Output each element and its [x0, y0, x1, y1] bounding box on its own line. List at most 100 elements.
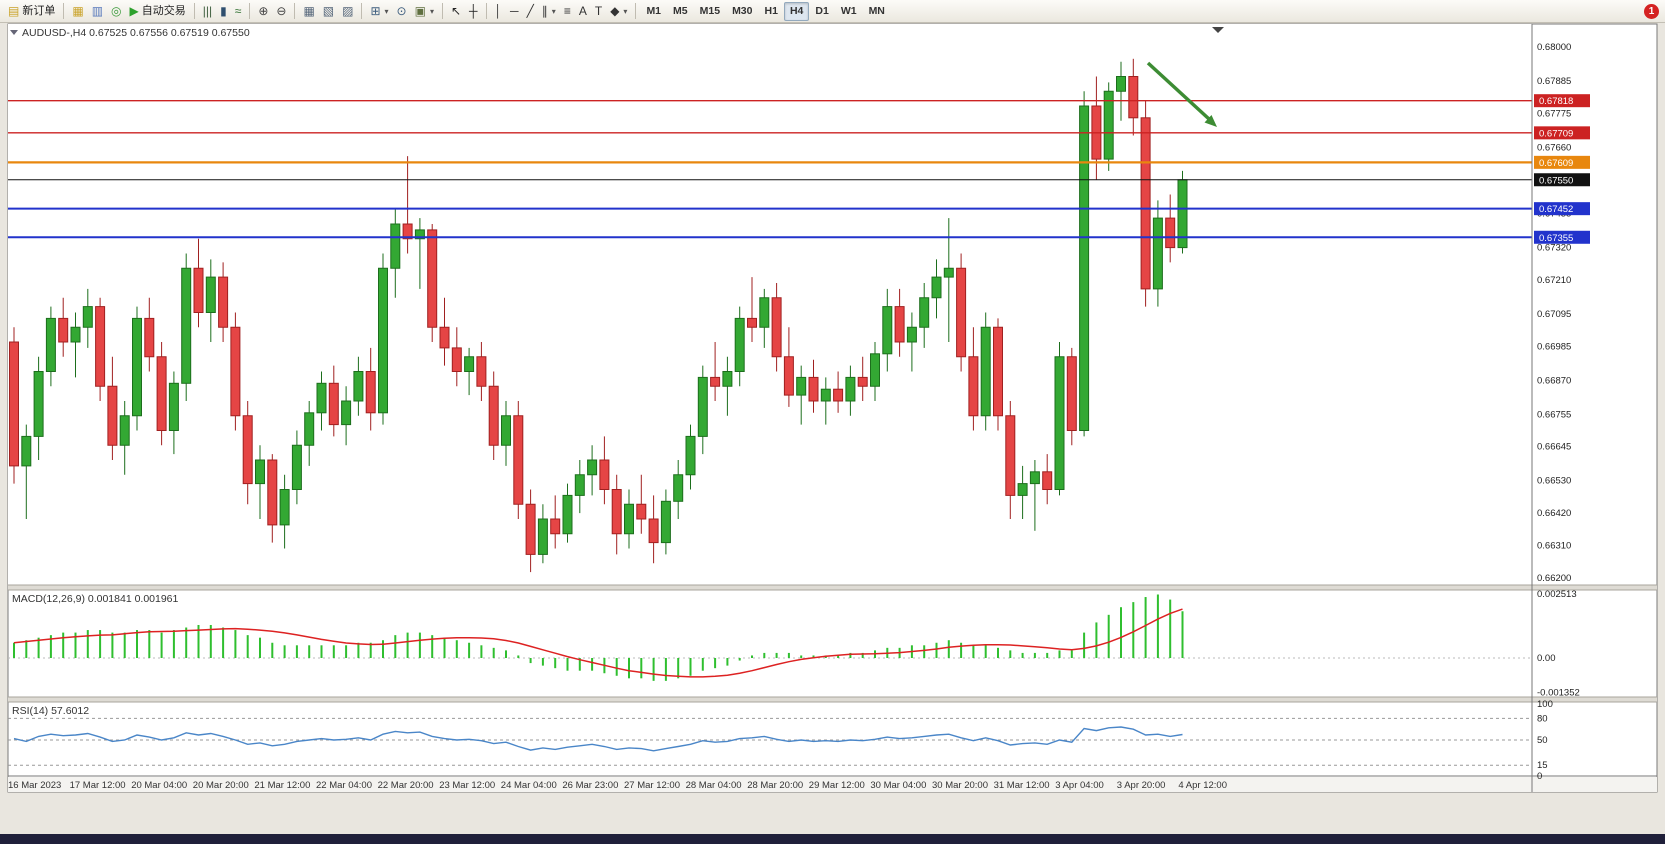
timeframe-m5-label: M5: [673, 4, 688, 17]
line-chart-icon[interactable]: ≈: [231, 2, 246, 21]
navigator-icon[interactable]: ◎: [107, 2, 125, 21]
candle: [107, 385, 118, 446]
candle: [255, 459, 265, 485]
candle: [1152, 217, 1163, 290]
candle: [685, 435, 696, 476]
zoom-out-icon[interactable]: ⊖: [272, 2, 290, 21]
data-window-icon[interactable]: ▥: [88, 2, 107, 21]
timeframe-mn[interactable]: MN: [863, 2, 891, 21]
horizontal-line-icon: ─: [510, 4, 519, 18]
vertical-line-icon[interactable]: │: [491, 2, 507, 21]
toolbar-separator: [441, 3, 443, 19]
timeframe-w1[interactable]: W1: [835, 2, 863, 21]
timeframe-d1[interactable]: D1: [809, 2, 834, 21]
candle: [365, 371, 376, 414]
candle: [168, 382, 179, 431]
candle: [980, 326, 991, 417]
templates-icon[interactable]: ▣ ▾: [411, 2, 438, 21]
candle: [242, 415, 253, 485]
crosshair-icon: ┼: [469, 4, 478, 18]
candle: [218, 276, 229, 328]
shapes-icon[interactable]: ◆ ▾: [606, 2, 631, 21]
candle: [230, 326, 241, 417]
candle: [525, 503, 536, 555]
timeframe-m5[interactable]: M5: [667, 2, 694, 21]
candles: [9, 58, 1188, 573]
new-chart-icon[interactable]: ⊞ ▾: [366, 2, 392, 21]
text-icon[interactable]: A: [575, 2, 591, 21]
candle: [1066, 356, 1077, 431]
candle: [341, 400, 352, 426]
trend-arrow[interactable]: [1146, 61, 1211, 121]
crosshair-icon[interactable]: ┼: [465, 2, 482, 21]
candle: [734, 317, 745, 372]
text-label-icon[interactable]: T: [591, 2, 606, 21]
toolbar-separator: [63, 3, 65, 19]
price-axis-label: 0.67095: [1537, 309, 1571, 320]
candle: [882, 306, 893, 355]
trendline-icon[interactable]: ╱: [523, 2, 538, 21]
candle: [1029, 471, 1040, 485]
time-axis-label: 20 Mar 20:00: [193, 780, 249, 791]
candle: [70, 326, 81, 343]
time-axis-label: 22 Mar 04:00: [316, 780, 372, 791]
candle: [931, 276, 942, 299]
price-axis-label: 0.66870: [1537, 375, 1571, 386]
panel-separator[interactable]: [8, 585, 1657, 590]
horizontal-line-icon[interactable]: ─: [506, 2, 523, 21]
equidistant-channel-icon[interactable]: ∥ ▾: [538, 2, 560, 21]
cascade-windows-icon[interactable]: ▨: [338, 2, 357, 21]
bar-chart-icon[interactable]: |||: [199, 2, 216, 21]
candle: [513, 415, 524, 505]
candle: [451, 347, 462, 372]
zoom-in-icon[interactable]: ⊕: [254, 2, 272, 21]
time-axis-label: 3 Apr 20:00: [1117, 780, 1166, 791]
time-axis-label: 16 Mar 2023: [8, 780, 61, 791]
vertical-line-icon: │: [494, 4, 503, 18]
candle: [956, 267, 967, 358]
timeframe-h1[interactable]: H1: [759, 2, 784, 21]
one-click-trading-toggle[interactable]: [10, 30, 18, 35]
time-axis-label: 4 Apr 12:00: [1178, 780, 1227, 791]
candle: [1140, 117, 1151, 290]
notification-badge[interactable]: 1: [1644, 4, 1659, 19]
time-axis-label: 30 Mar 04:00: [870, 780, 926, 791]
chart-shift-marker[interactable]: [1212, 27, 1224, 33]
timeframe-m1[interactable]: M1: [640, 2, 667, 21]
timeframe-m30[interactable]: M30: [726, 2, 758, 21]
candle: [414, 229, 425, 240]
candle: [636, 503, 647, 520]
auto-trading-button[interactable]: ▶ 自动交易: [126, 2, 190, 21]
candle: [328, 382, 339, 426]
market-watch-icon[interactable]: ▦: [68, 2, 87, 21]
chart-plot-area[interactable]: [8, 24, 1532, 585]
candlestick-chart-icon[interactable]: ▮: [216, 2, 231, 21]
candle: [783, 356, 794, 396]
timeframe-h4[interactable]: H4: [783, 1, 810, 21]
candle: [993, 326, 1003, 417]
price-tag-0.67550: [1534, 173, 1590, 187]
tile-windows-icon[interactable]: ▦: [299, 2, 318, 21]
shapes-icon: ◆: [610, 4, 620, 18]
new-order-button[interactable]: ▤ 新订单: [4, 2, 59, 21]
time-axis-label: 28 Mar 20:00: [747, 780, 803, 791]
candle: [906, 326, 917, 343]
candle: [476, 356, 487, 387]
arrange-windows-icon[interactable]: ▧: [319, 2, 338, 21]
cursor-icon[interactable]: ↖: [447, 2, 465, 21]
candlestick-chart-icon: ▮: [220, 4, 227, 18]
bottom-scrollbar[interactable]: [0, 834, 1665, 844]
navigator-icon: ◎: [111, 4, 122, 18]
candle: [402, 223, 413, 240]
timeframe-m15[interactable]: M15: [694, 2, 726, 21]
time-axis-label: 24 Mar 04:00: [501, 780, 557, 791]
fibonacci-icon[interactable]: ≡: [560, 2, 575, 21]
equidistant-channel-icon: ∥: [541, 4, 548, 18]
candle: [624, 503, 634, 535]
period-icon: ⊙: [396, 4, 407, 18]
candle: [1042, 471, 1053, 490]
panel-separator[interactable]: [8, 697, 1657, 702]
period-icon[interactable]: ⊙: [393, 2, 411, 21]
